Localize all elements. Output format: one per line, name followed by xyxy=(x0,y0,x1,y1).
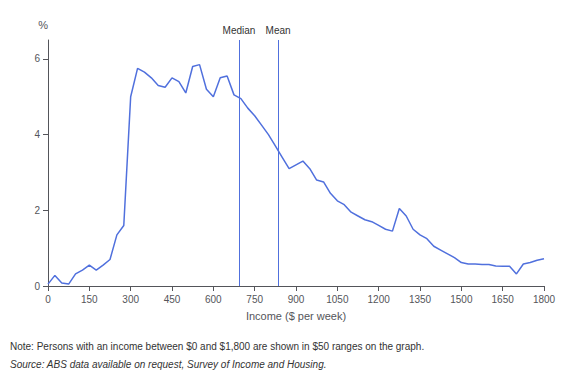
svg-text:0: 0 xyxy=(34,281,40,292)
svg-text:Mean: Mean xyxy=(266,25,291,36)
svg-text:1200: 1200 xyxy=(368,294,391,305)
svg-text:1800: 1800 xyxy=(533,294,556,305)
svg-text:Income ($ per week): Income ($ per week) xyxy=(246,310,346,322)
svg-text:600: 600 xyxy=(205,294,222,305)
svg-text:300: 300 xyxy=(122,294,139,305)
svg-text:%: % xyxy=(38,19,48,31)
svg-text:1500: 1500 xyxy=(450,294,473,305)
svg-text:750: 750 xyxy=(246,294,263,305)
svg-text:Source: ABS data available on: Source: ABS data available on request, S… xyxy=(10,359,326,370)
svg-text:1650: 1650 xyxy=(492,294,515,305)
svg-text:6: 6 xyxy=(34,53,40,64)
svg-text:4: 4 xyxy=(34,129,40,140)
svg-text:150: 150 xyxy=(81,294,98,305)
svg-text:Note: Persons with an income b: Note: Persons with an income between $0 … xyxy=(10,341,424,352)
svg-text:1350: 1350 xyxy=(409,294,432,305)
svg-text:0: 0 xyxy=(45,294,51,305)
svg-text:Median: Median xyxy=(223,25,256,36)
svg-text:450: 450 xyxy=(164,294,181,305)
svg-text:1050: 1050 xyxy=(326,294,349,305)
svg-text:2: 2 xyxy=(34,205,40,216)
svg-text:900: 900 xyxy=(288,294,305,305)
